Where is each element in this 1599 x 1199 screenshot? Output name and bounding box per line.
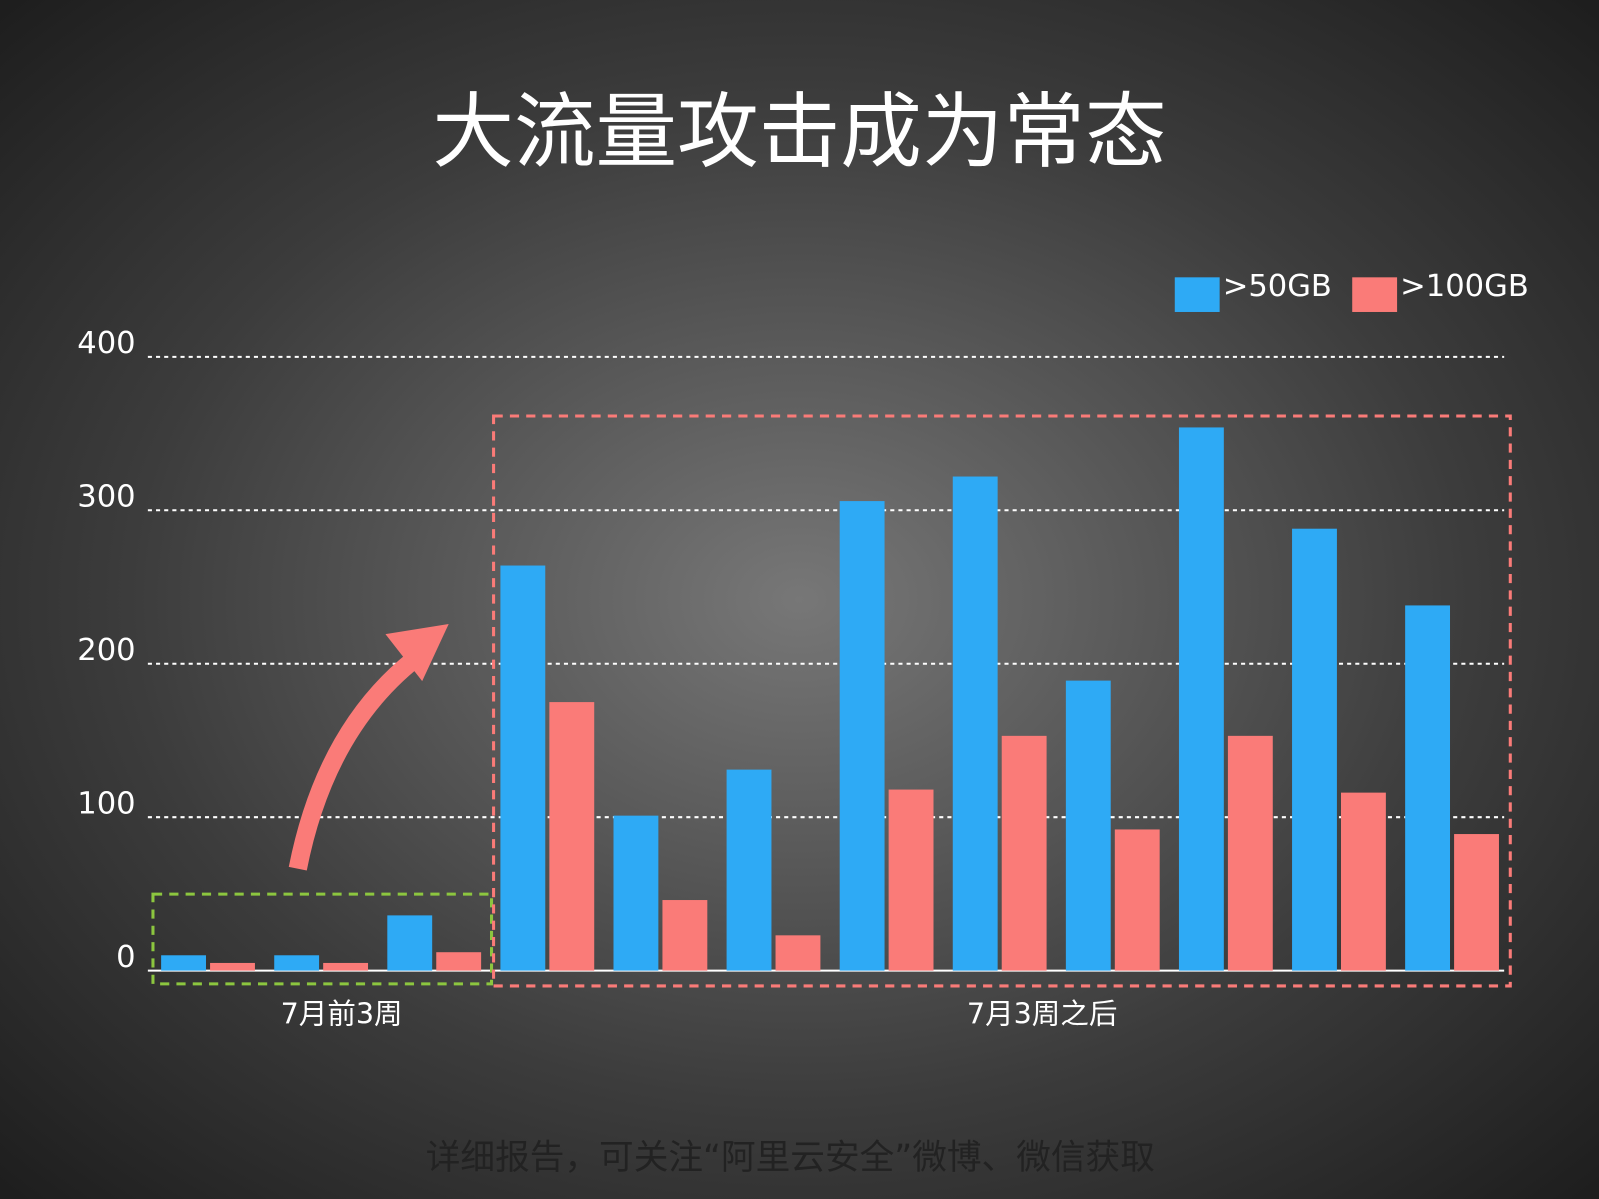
bar — [549, 702, 595, 971]
legend-label: >50GB — [1223, 269, 1332, 304]
bar — [1454, 834, 1499, 971]
chart-title: 大流量攻击成为常态 — [432, 85, 1166, 180]
bar — [436, 952, 482, 971]
group-label: 7月前3周 — [281, 996, 403, 1030]
footer: 详细报告，可关注“阿里云安全”微博、微信获取 — [426, 1138, 1155, 1178]
bar — [210, 962, 255, 971]
bar — [1114, 829, 1160, 971]
y-tick-label: 400 — [77, 326, 135, 361]
bar — [1001, 735, 1047, 971]
bar — [1340, 792, 1386, 971]
plot-area: 0 100 200 300 400 >50GB >100GB — [77, 269, 1529, 975]
arrow-head — [385, 623, 449, 682]
bar — [387, 915, 433, 971]
bar — [888, 789, 934, 971]
legend-swatch — [1174, 277, 1220, 312]
group-label: 7月3周之后 — [967, 996, 1118, 1030]
bar — [323, 962, 369, 971]
legend-swatch — [1352, 277, 1398, 312]
bar — [161, 955, 206, 971]
bar — [1405, 605, 1451, 971]
bar — [775, 935, 821, 971]
y-tick-label: 100 — [77, 786, 135, 821]
bar — [839, 501, 885, 971]
highlight-box — [151, 892, 494, 986]
bar — [1292, 528, 1337, 971]
bar — [952, 476, 998, 971]
bar — [1065, 680, 1111, 971]
bar — [613, 815, 659, 971]
y-tick-label: 200 — [77, 633, 135, 668]
bar — [662, 900, 708, 971]
bar — [1227, 735, 1273, 971]
arrow — [288, 645, 429, 871]
bar — [274, 955, 320, 971]
legend-label: >100GB — [1400, 269, 1529, 304]
y-tick-label: 300 — [77, 480, 135, 515]
bar — [726, 769, 772, 971]
highlight-box — [492, 414, 1512, 988]
bar — [1178, 427, 1224, 971]
bar — [500, 565, 546, 971]
y-tick-label: 0 — [116, 940, 135, 975]
